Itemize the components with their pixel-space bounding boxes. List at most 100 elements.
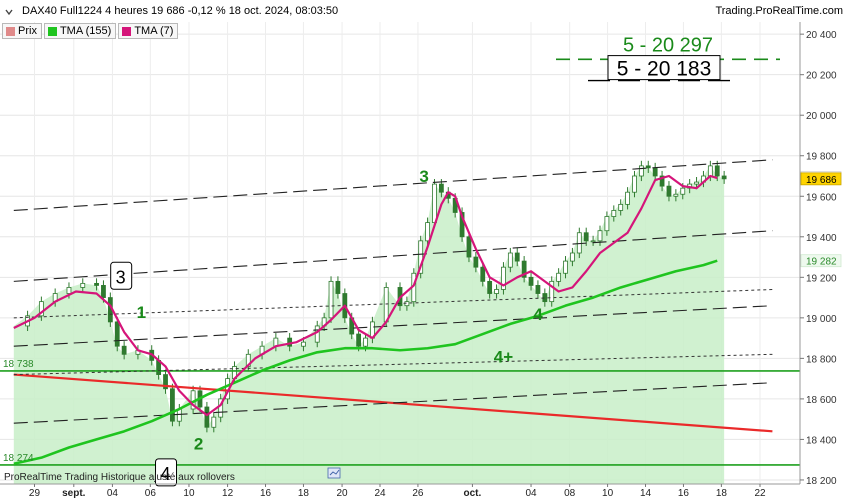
candle-body bbox=[170, 388, 175, 422]
tma155-last-marker: 19 282 bbox=[806, 257, 837, 268]
candle-body bbox=[363, 337, 368, 347]
legend-swatch-tma-7 bbox=[122, 26, 132, 36]
x-tick-label: 04 bbox=[525, 488, 537, 499]
candle-body bbox=[652, 167, 658, 177]
candle-body bbox=[218, 398, 224, 418]
candle-body bbox=[714, 165, 720, 177]
horizontal-level-label: 18 738 bbox=[3, 359, 34, 370]
x-tick-label: 14 bbox=[640, 488, 652, 499]
candle-body bbox=[673, 193, 679, 197]
x-tick-label: 26 bbox=[412, 488, 424, 499]
y-tick-label: 20 200 bbox=[806, 71, 837, 82]
legend-item-prix[interactable]: Prix bbox=[2, 23, 42, 39]
y-tick-label: 19 200 bbox=[806, 273, 837, 284]
y-tick-label: 19 800 bbox=[806, 152, 837, 163]
candle-body bbox=[618, 203, 624, 211]
candle-body bbox=[101, 285, 106, 298]
candle-body bbox=[80, 282, 86, 288]
x-tick-label: 24 bbox=[374, 488, 386, 499]
last-price-marker-box bbox=[800, 172, 842, 186]
candle-body bbox=[501, 266, 506, 290]
candle-body bbox=[480, 266, 486, 282]
candle-body bbox=[563, 260, 568, 274]
candle-body bbox=[583, 232, 589, 242]
x-tick-label: 18 bbox=[716, 488, 728, 499]
legend-item-tma-7[interactable]: TMA (7) bbox=[118, 23, 179, 39]
legend-swatch-prix bbox=[6, 26, 15, 36]
y-tick-label: 18 800 bbox=[806, 354, 837, 365]
candle-body bbox=[438, 183, 444, 193]
legend-item-tma-155[interactable]: TMA (155) bbox=[43, 23, 117, 39]
trend-line bbox=[13, 382, 773, 424]
last-price-marker: 19 686 bbox=[806, 175, 837, 186]
horizontal-level-label: 18 274 bbox=[3, 453, 34, 464]
y-tick-label: 18 200 bbox=[806, 476, 837, 487]
y-tick-label: 19 000 bbox=[806, 314, 837, 325]
candle-body bbox=[514, 252, 520, 262]
candle-body bbox=[383, 287, 389, 323]
wave-label: 2 bbox=[194, 434, 203, 453]
trend-line bbox=[13, 373, 773, 433]
candle-body bbox=[459, 212, 465, 238]
x-tick-label: 18 bbox=[298, 488, 310, 499]
target-label-green: 5 - 20 297 bbox=[623, 34, 713, 56]
candle-body bbox=[521, 260, 527, 278]
x-tick-label: 16 bbox=[260, 488, 272, 499]
x-tick-label: sept. bbox=[62, 488, 86, 499]
candle-body bbox=[314, 325, 320, 343]
candle-body bbox=[632, 175, 637, 193]
candle-body bbox=[466, 236, 472, 258]
x-tick-label: 20 bbox=[337, 488, 349, 499]
candle-body bbox=[570, 252, 575, 262]
y-tick-label: 20 000 bbox=[806, 111, 837, 122]
candle-body bbox=[301, 341, 306, 347]
candle-body bbox=[335, 280, 341, 294]
candle-body bbox=[625, 191, 630, 205]
candle-body bbox=[576, 232, 582, 254]
tma155-last-marker-box bbox=[800, 254, 842, 268]
candle-body bbox=[535, 285, 541, 294]
candle-body bbox=[473, 256, 479, 268]
wave-label-box bbox=[155, 458, 178, 487]
candle-body bbox=[645, 165, 651, 169]
candle-body bbox=[38, 301, 44, 317]
candle-body bbox=[611, 210, 617, 217]
wave-label: 4 bbox=[533, 305, 543, 324]
collapse-icon[interactable] bbox=[4, 4, 14, 16]
trend-line bbox=[13, 230, 773, 282]
candle-body bbox=[418, 240, 424, 274]
candle-body bbox=[66, 287, 72, 294]
plot-layer bbox=[0, 58, 800, 484]
legend-label-tma-155: TMA (155) bbox=[59, 25, 112, 37]
x-tick-label: 16 bbox=[678, 488, 690, 499]
candle-body bbox=[211, 416, 217, 428]
indicator-legend: Prix TMA (155) TMA (7) bbox=[2, 23, 180, 39]
trend-line bbox=[13, 305, 773, 347]
candle-body bbox=[114, 321, 120, 347]
legend-swatch-tma-155 bbox=[47, 26, 57, 36]
legend-label-tma-7: TMA (7) bbox=[134, 25, 174, 37]
candle-body bbox=[507, 252, 513, 268]
trend-line bbox=[13, 353, 773, 376]
candle-body bbox=[694, 181, 699, 185]
x-tick-label: 04 bbox=[107, 488, 119, 499]
calendar-icon bbox=[327, 467, 341, 479]
candle-body bbox=[528, 276, 534, 286]
wave-label-box bbox=[110, 261, 133, 290]
x-tick-label: 22 bbox=[754, 488, 766, 499]
trend-line bbox=[13, 288, 773, 319]
candle-body bbox=[721, 175, 727, 180]
candle-body bbox=[680, 187, 686, 195]
target-label-black: 5 - 20 183 bbox=[617, 58, 712, 81]
candle-body bbox=[121, 345, 127, 355]
footer-text: ProRealTime Trading Historique ajusté au… bbox=[4, 472, 235, 483]
trend-line bbox=[13, 159, 773, 211]
y-tick-label: 20 400 bbox=[806, 30, 837, 41]
y-tick-label: 19 600 bbox=[806, 192, 837, 203]
candle-body bbox=[425, 222, 430, 242]
target-box bbox=[607, 55, 721, 81]
series-line-tma-7 bbox=[13, 174, 718, 417]
candle-body bbox=[638, 165, 644, 177]
wave-label: 4 bbox=[161, 464, 171, 484]
